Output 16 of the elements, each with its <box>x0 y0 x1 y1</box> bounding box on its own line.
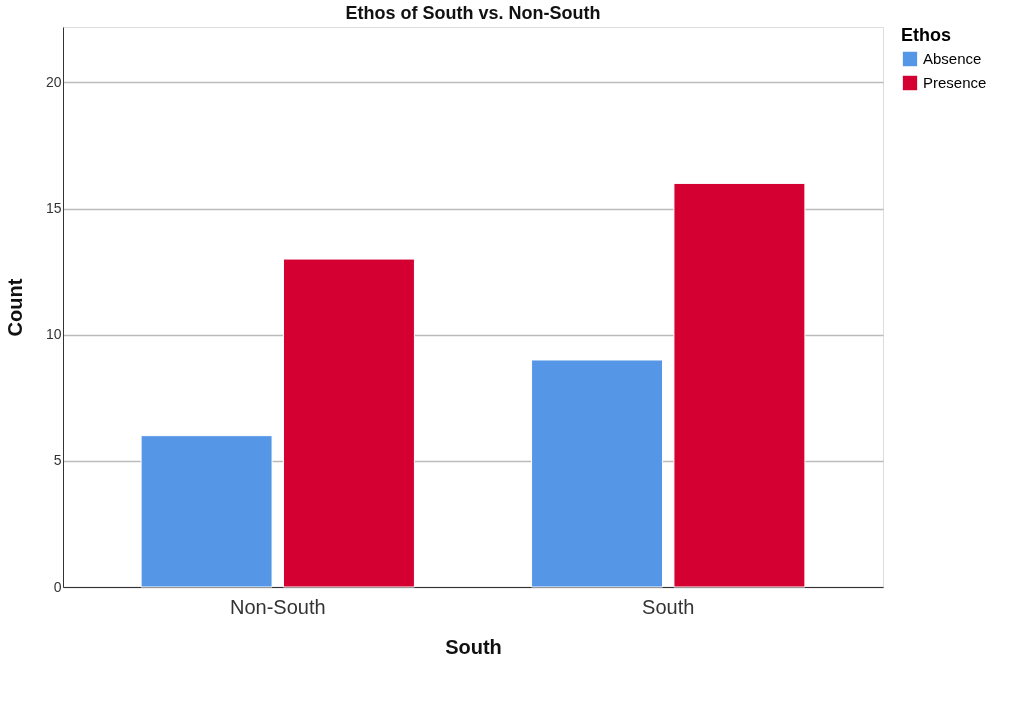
y-tick-label: 0 <box>53 578 62 595</box>
bar <box>531 359 664 588</box>
legend-label: Absence <box>923 50 982 67</box>
bar <box>673 182 806 588</box>
bar <box>140 435 273 588</box>
bar <box>282 258 415 588</box>
y-tick-label: 20 <box>45 74 62 90</box>
y-tick-label: 10 <box>45 326 62 343</box>
chart-title: Ethos of South vs. Non-South <box>345 3 601 23</box>
y-tick-label: 5 <box>53 452 62 469</box>
legend-label: Presence <box>923 74 987 91</box>
y-axis-title: Count <box>3 278 26 337</box>
y-tick-label: 15 <box>45 200 62 217</box>
x-tick-label: Non-South <box>229 595 326 618</box>
legend-title: Ethos <box>901 25 952 45</box>
x-axis-title: South <box>445 635 502 658</box>
